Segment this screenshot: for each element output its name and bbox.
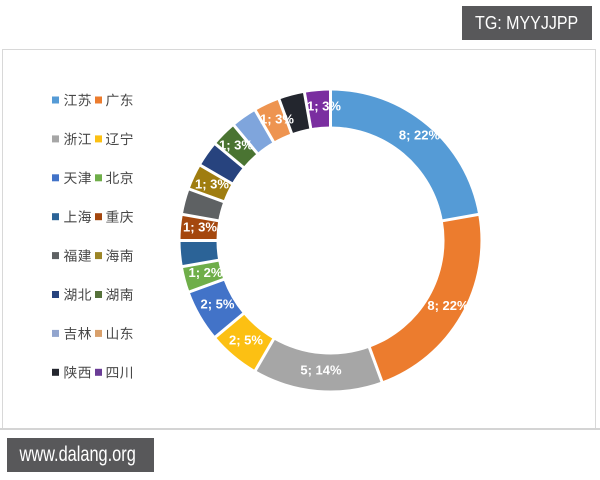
svg-text:2; 5%: 2; 5% <box>201 297 235 312</box>
svg-text:1; 3%: 1; 3% <box>183 220 217 235</box>
svg-text:2; 5%: 2; 5% <box>229 333 263 348</box>
svg-text:1; 3%: 1; 3% <box>307 99 341 114</box>
svg-text:8; 22%: 8; 22% <box>427 298 469 313</box>
svg-text:8; 22%: 8; 22% <box>399 128 441 143</box>
svg-text:1; 2%: 1; 2% <box>189 265 223 280</box>
svg-text:1; 3%: 1; 3% <box>195 177 229 192</box>
svg-text:1; 3%: 1; 3% <box>260 112 294 127</box>
svg-text:5; 14%: 5; 14% <box>300 363 342 378</box>
svg-text:1; 3%: 1; 3% <box>219 138 253 153</box>
